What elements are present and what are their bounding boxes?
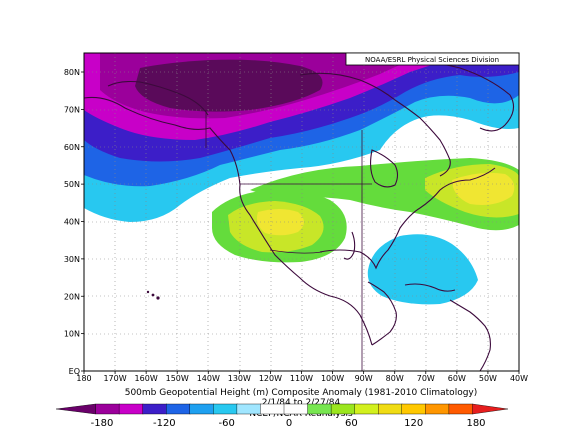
credit-text: NOAA/ESRL Physical Sciences Division <box>365 56 499 64</box>
colorbar-swatch <box>378 403 403 415</box>
longitude-label: 110W <box>290 374 313 383</box>
longitude-label: 150W <box>166 374 189 383</box>
colorbar <box>55 403 509 415</box>
latitude-label: 20N <box>64 292 80 301</box>
figure-date-range: 2/1/84 to 2/27/84 <box>262 398 341 408</box>
colorbar-label: -120 <box>153 418 176 429</box>
coastlines <box>84 61 515 371</box>
colorbar-label: -60 <box>218 418 234 429</box>
colorbar-label: 60 <box>345 418 358 429</box>
longitude-label: 90W <box>355 374 373 383</box>
negative-anomaly-gulf <box>367 234 478 305</box>
longitude-label: 140W <box>197 374 220 383</box>
latitude-label: 10N <box>64 330 80 339</box>
latitude-label: 30N <box>64 255 80 264</box>
political-boundaries <box>205 110 372 371</box>
colorbar-labels: -180 -120 -60 0 60 120 180 <box>91 418 486 429</box>
colorbar-swatch <box>260 403 285 415</box>
latitude-label: 80N <box>64 68 80 77</box>
latitude-label: 40N <box>64 218 80 227</box>
colorbar-swatch <box>236 403 262 415</box>
longitude-label: 170W <box>103 374 126 383</box>
colorbar-swatch <box>55 403 96 415</box>
latitude-label: 60N <box>64 143 80 152</box>
figure-title: 500mb Geopotential Height (m) Composite … <box>125 388 478 398</box>
longitude-label: 80W <box>386 374 404 383</box>
colorbar-swatch <box>330 403 356 415</box>
colorbar-label: 0 <box>286 418 292 429</box>
longitude-label: 100W <box>321 374 344 383</box>
longitude-label: 60W <box>448 374 466 383</box>
latitude-label: EQ <box>69 367 80 376</box>
longitude-label: 160W <box>135 374 158 383</box>
colorbar-label: 180 <box>466 418 485 429</box>
longitude-label: 50W <box>479 374 497 383</box>
latitude-labels: 80N 70N 60N 50N 40N 30N 20N 10N EQ <box>64 68 84 376</box>
negative-anomaly-core <box>135 59 323 112</box>
colorbar-swatch <box>354 403 379 415</box>
positive-anomaly-atlantic-yellow <box>452 172 515 205</box>
colorbar-swatch <box>142 403 167 415</box>
latitude-label: 70N <box>64 105 80 114</box>
colorbar-swatch <box>213 403 238 415</box>
credit-box <box>345 52 520 66</box>
longitude-label: 130W <box>228 374 251 383</box>
longitude-label: 40W <box>510 374 528 383</box>
colorbar-label: -180 <box>91 418 114 429</box>
colorbar-swatch <box>166 403 191 415</box>
colorbar-swatch <box>307 403 332 415</box>
longitude-label: 120W <box>259 374 282 383</box>
colorbar-swatch <box>401 403 427 415</box>
colorbar-swatch <box>118 403 144 415</box>
colorbar-swatch <box>448 403 474 415</box>
longitude-label: 70W <box>417 374 435 383</box>
colorbar-swatch <box>189 403 215 415</box>
longitude-labels: 180 170W 160W 150W 140W 130W 120W 110W 100W 90W 80… <box>76 371 528 383</box>
anomaly-field <box>84 53 519 371</box>
graticule <box>84 53 519 371</box>
colorbar-swatch <box>425 403 450 415</box>
longitude-label: 180 <box>76 374 91 383</box>
latitude-label: 50N <box>64 180 80 189</box>
hawaii-islands <box>146 290 160 300</box>
colorbar-swatch <box>283 403 309 415</box>
colorbar-label: 120 <box>404 418 423 429</box>
colorbar-swatch <box>95 403 120 415</box>
colorbar-swatch <box>472 403 509 415</box>
